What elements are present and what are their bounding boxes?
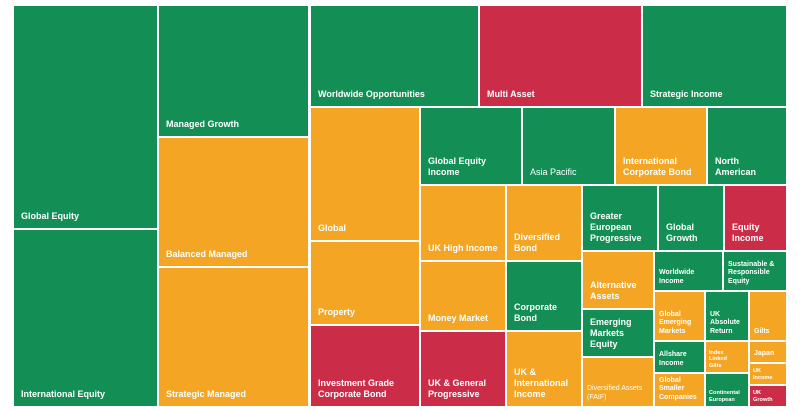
treemap-tile[interactable]: Investment Grade Corporate Bond — [311, 326, 419, 406]
tile-label: UK & International Income — [514, 367, 569, 400]
treemap-tile[interactable]: Index Linked Gilts — [706, 342, 748, 372]
treemap-tile[interactable]: Japan — [750, 342, 786, 362]
tile-label: UK Absolute Return — [710, 310, 740, 335]
tile-label: Worldwide Opportunities — [318, 89, 425, 100]
tile-label: Asia Pacific — [530, 167, 577, 178]
treemap-tile[interactable]: Global Growth — [659, 186, 723, 250]
treemap-tile[interactable]: UK Income — [750, 364, 786, 384]
treemap-tile[interactable]: Managed Growth — [159, 6, 308, 136]
tile-label: Global — [318, 223, 347, 234]
treemap-tile[interactable]: Worldwide Income — [655, 252, 722, 290]
treemap-tile[interactable]: Global Smaller Companies — [655, 374, 704, 406]
treemap-tile[interactable]: Allshare Income — [655, 342, 704, 372]
treemap-tile[interactable]: Property — [311, 242, 419, 324]
tile-label: Money Market — [428, 313, 489, 324]
tile-label: Global Emerging Markets — [659, 310, 692, 335]
treemap-tile[interactable]: North American — [708, 108, 786, 184]
tile-label: North American — [715, 156, 757, 178]
treemap-tile[interactable]: Emerging Markets Equity — [583, 310, 653, 356]
treemap-tile[interactable]: Multi Asset — [480, 6, 641, 106]
tile-label: Index Linked Gilts — [709, 349, 728, 369]
treemap-tile[interactable]: UK & General Progressive — [421, 332, 505, 406]
tile-label: International Corporate Bond — [623, 156, 692, 178]
treemap-tile[interactable]: Gilts — [750, 292, 786, 340]
tile-label: Managed Growth — [166, 119, 240, 130]
tile-label: Continental European — [709, 390, 740, 403]
tile-label: Gilts — [754, 327, 770, 335]
tile-label: Worldwide Income — [659, 269, 695, 285]
treemap-tile[interactable]: Global Equity — [14, 6, 157, 228]
treemap-tile[interactable]: Money Market — [421, 262, 505, 330]
tile-label: Allshare Income — [659, 351, 687, 367]
tile-label: Emerging Markets Equity — [590, 317, 632, 350]
tile-label: UK High Income — [428, 243, 498, 254]
tile-label: Investment Grade Corporate Bond — [318, 378, 395, 400]
treemap-tile[interactable]: Worldwide Opportunities — [311, 6, 478, 106]
tile-label: Japan — [754, 349, 775, 357]
treemap-tile[interactable]: Global Emerging Markets — [655, 292, 704, 340]
treemap-tile[interactable]: Sustainable & Responsible Equity — [724, 252, 786, 290]
treemap-tile[interactable]: Diversified Bond — [507, 186, 581, 260]
treemap-tile[interactable]: Equity Income — [725, 186, 786, 250]
tile-label: Global Equity Income — [428, 156, 487, 178]
treemap-tile[interactable]: UK Growth — [750, 386, 786, 406]
tile-label: Sustainable & Responsible Equity — [728, 260, 775, 285]
tile-label: Balanced Managed — [166, 249, 248, 260]
tile-label: Strategic Income — [650, 89, 723, 100]
tile-label: Global Growth — [666, 222, 698, 244]
tile-label: Property — [318, 307, 356, 318]
tile-label: Multi Asset — [487, 89, 535, 100]
treemap-tile[interactable]: International Corporate Bond — [616, 108, 706, 184]
treemap-tile[interactable]: International Equity — [14, 230, 157, 406]
treemap-tile[interactable]: Balanced Managed — [159, 138, 308, 266]
treemap-tile[interactable]: UK Absolute Return — [706, 292, 748, 340]
treemap-tile[interactable]: UK & International Income — [507, 332, 581, 406]
treemap-tile[interactable]: Strategic Managed — [159, 268, 308, 406]
treemap-tile[interactable]: Continental European — [706, 374, 748, 406]
tile-label: Global Equity — [21, 211, 80, 222]
tile-label: UK Income — [753, 368, 773, 381]
treemap-tile[interactable]: Alternative Assets — [583, 252, 653, 308]
tile-label: UK Growth — [753, 390, 773, 403]
treemap-tile[interactable]: Corporate Bond — [507, 262, 581, 330]
tile-label: Alternative Assets — [590, 280, 637, 302]
treemap-tile[interactable]: Asia Pacific — [523, 108, 614, 184]
tile-label: Greater European Progressive — [590, 211, 642, 244]
tile-label: Diversified Assets (FAIF) — [587, 385, 643, 401]
tile-label: International Equity — [21, 389, 106, 400]
treemap-tile[interactable]: Greater European Progressive — [583, 186, 657, 250]
treemap-tile[interactable]: UK High Income — [421, 186, 505, 260]
treemap-tile[interactable]: Global — [311, 108, 419, 240]
treemap-tile[interactable]: Strategic Income — [643, 6, 786, 106]
tile-label: Equity Income — [732, 222, 764, 244]
tile-label: Global Smaller Companies — [659, 376, 697, 401]
tile-label: UK & General Progressive — [428, 378, 487, 400]
tile-label: Corporate Bond — [514, 302, 558, 324]
tile-label: Strategic Managed — [166, 389, 247, 400]
treemap-tile[interactable]: Diversified Assets (FAIF) — [583, 358, 653, 406]
tile-label: Diversified Bond — [514, 232, 561, 254]
treemap-tile[interactable]: Global Equity Income — [421, 108, 521, 184]
